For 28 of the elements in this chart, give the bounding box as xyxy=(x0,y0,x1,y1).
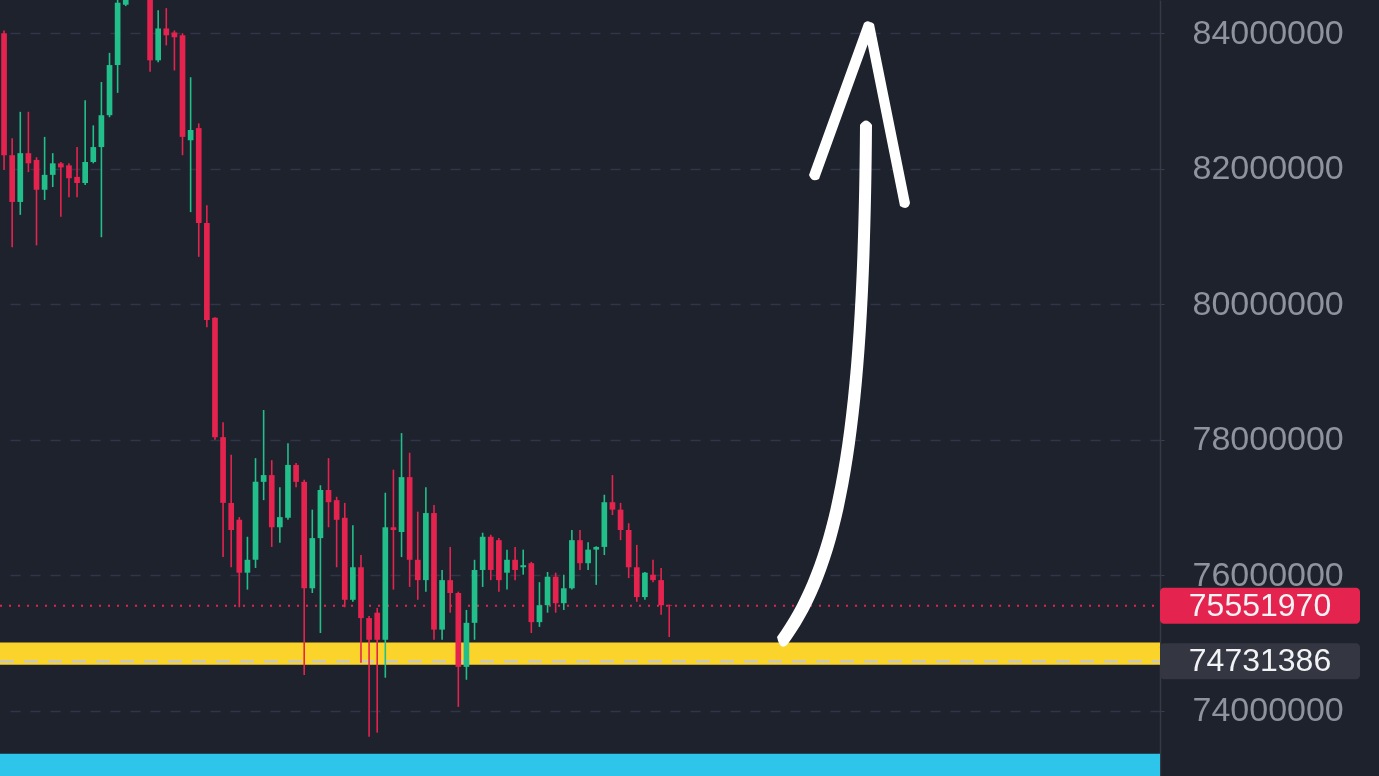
candlestick xyxy=(414,510,421,601)
candlestick xyxy=(58,161,64,218)
candlestick xyxy=(593,545,600,586)
candlestick xyxy=(277,486,283,544)
candlestick xyxy=(49,152,56,188)
candlestick xyxy=(560,573,567,611)
candlestick xyxy=(82,99,89,186)
y-tick-label: 80000000 xyxy=(1192,283,1344,322)
candlestick xyxy=(520,548,527,576)
candlestick xyxy=(512,546,518,581)
candlestick xyxy=(390,468,397,591)
y-tick-label: 82000000 xyxy=(1192,148,1344,187)
candlestick xyxy=(293,462,299,489)
candlestick xyxy=(585,541,591,571)
candlestick xyxy=(163,7,170,47)
candlestick xyxy=(260,409,267,501)
candlestick xyxy=(650,559,656,583)
candlestick xyxy=(74,146,80,199)
candlestick xyxy=(66,162,72,199)
candlestick xyxy=(577,529,583,571)
ref-line-label: 74731386 xyxy=(1188,642,1332,679)
candlestick xyxy=(366,615,372,738)
y-tick-label: 74000000 xyxy=(1192,690,1344,729)
y-tick-label: 78000000 xyxy=(1192,419,1344,458)
y-tick-label: 84000000 xyxy=(1192,12,1344,51)
candlestick xyxy=(90,124,97,165)
candlestick xyxy=(609,474,616,516)
candlestick xyxy=(504,548,510,591)
